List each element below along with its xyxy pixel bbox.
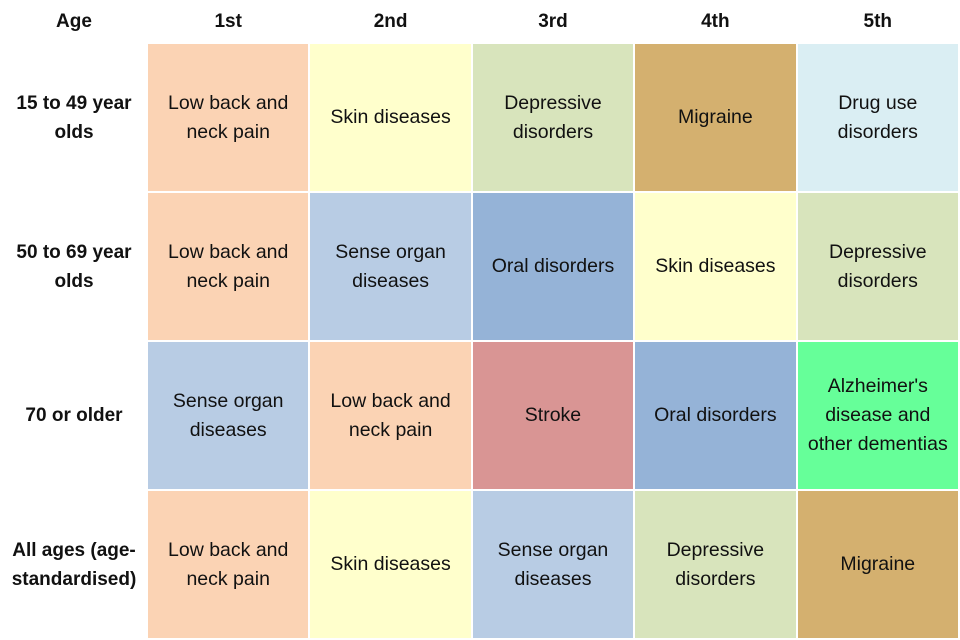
column-header: 4th [701,11,730,32]
column-header: 3rd [538,11,568,32]
row-header: 50 to 69 year olds [16,241,132,292]
cause-cell: Skin diseases [310,491,471,638]
cause-cell: Migraine [797,491,958,638]
row-header: All ages (age-standardised) [11,539,137,590]
cause-cell: Skin diseases [635,193,796,340]
cause-cell: Sense organ diseases [310,193,471,340]
table-row: 15 to 49 year olds Low back and neck pain… [2,44,958,191]
cause-cell: Low back and neck pain [148,491,309,638]
column-header: 2nd [373,11,408,32]
header-row: Age 1st 2nd 3rd 4th 5th [2,2,958,42]
cause-cell: Low back and neck pain [310,342,471,489]
cause-cell: Sense organ diseases [472,491,634,638]
cause-cell: Low back and neck pain [148,44,309,191]
table-body: 15 to 49 year olds Low back and neck pain… [2,44,958,638]
cause-cell: Sense organ diseases [148,342,309,489]
cause-cell: Migraine [635,44,796,191]
table-row: All ages (age-standardised) Low back and … [2,491,958,638]
cause-cell: Oral disorders [472,193,634,340]
row-header: 15 to 49 year olds [16,92,132,143]
table-row: 50 to 69 year olds Low back and neck pain… [2,193,958,340]
cause-cell: Depressive disorders [797,193,958,340]
column-header: 5th [863,11,893,32]
cause-cell: Alzheimer's disease and other dementias [797,342,958,489]
row-header: 70 or older [25,405,123,426]
column-header-age: Age [56,11,92,32]
cause-cell: Oral disorders [635,342,796,489]
cause-cell: Depressive disorders [635,491,796,638]
cause-cell: Drug use disorders [797,44,958,191]
cause-cell: Depressive disorders [472,44,634,191]
table-row: 70 or older Sense organ diseases Low back … [2,342,958,489]
cause-cell: Skin diseases [310,44,471,191]
cause-cell: Stroke [472,342,634,489]
cause-cell: Low back and neck pain [148,193,309,340]
column-header: 1st [214,11,242,32]
